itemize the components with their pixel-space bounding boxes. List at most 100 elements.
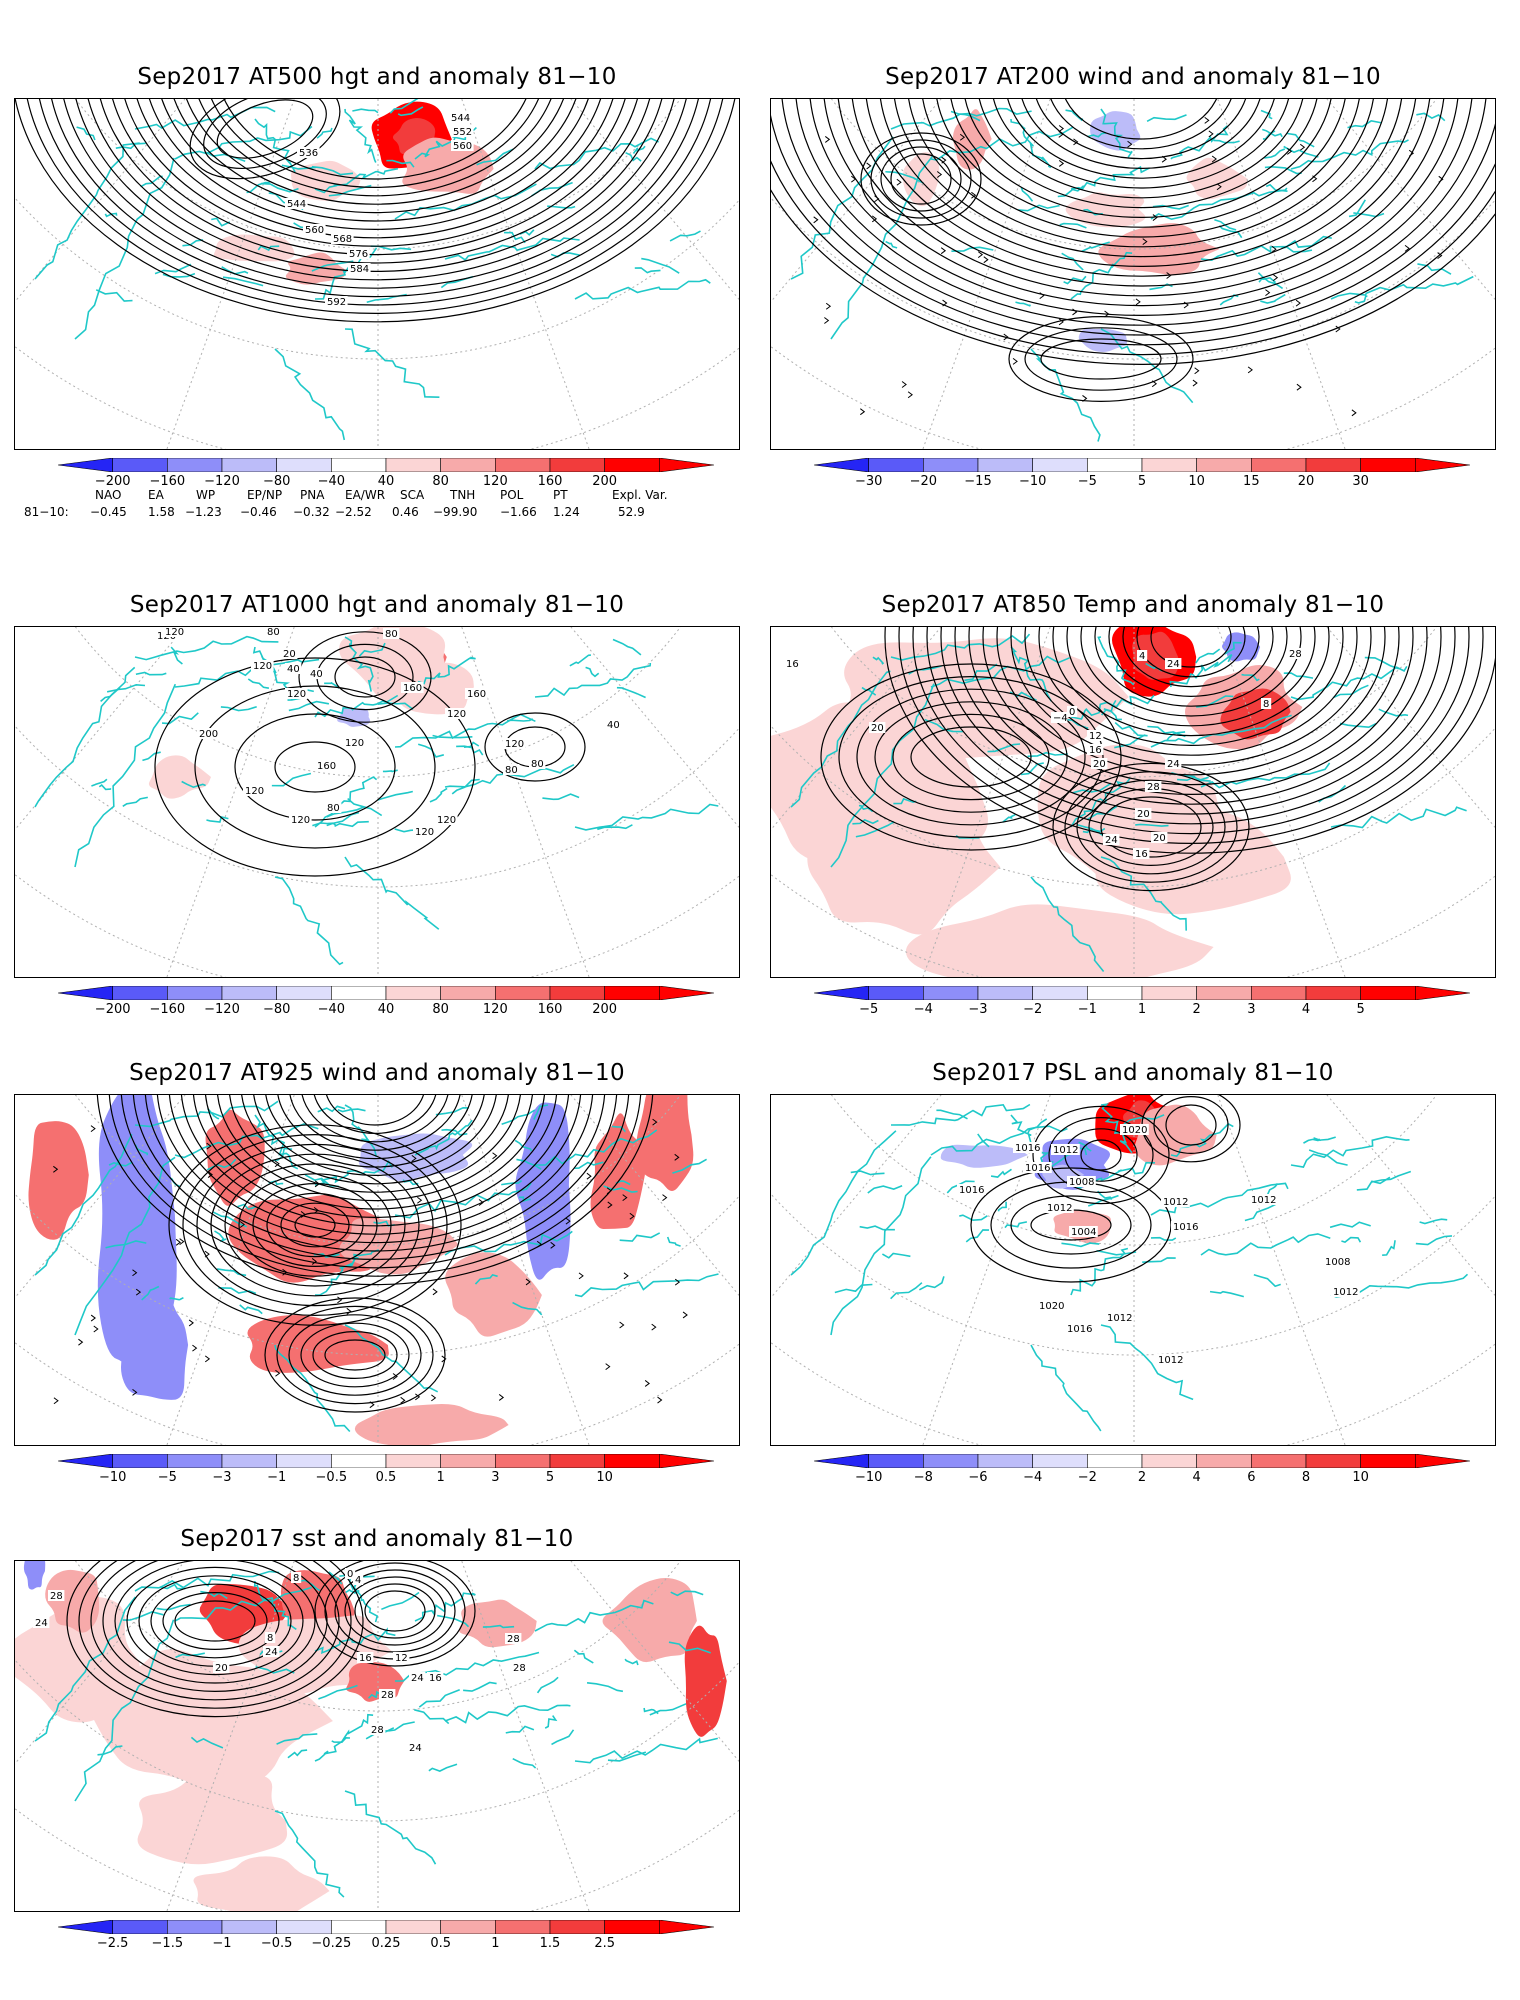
- colorbar-swatch: [1251, 458, 1307, 472]
- coastline-segment: [1146, 114, 1187, 123]
- contour-lines: [771, 99, 1495, 417]
- coastline-segment: [1135, 823, 1169, 827]
- coastline-segment: [74, 1156, 176, 1336]
- panel-title: Sep2017 AT200 wind and anomaly 81−10: [885, 64, 1381, 90]
- contour-label-bg: [465, 688, 488, 699]
- contour-label: −4: [1053, 713, 1068, 724]
- contour-label-bg: [285, 663, 302, 674]
- coastline-segment: [122, 796, 148, 807]
- contour-line: [189, 99, 341, 180]
- coastline-segment: [881, 1252, 911, 1259]
- teleconnection-value: −99.90: [433, 505, 478, 519]
- contour-line: [144, 1095, 606, 1252]
- coastline-segment: [1209, 1290, 1245, 1298]
- contour-label: 80: [505, 765, 518, 776]
- map-canvas: 544 552 560 536 544 560 568 576 584 592: [15, 99, 739, 449]
- contour-line: [771, 99, 1495, 346]
- colorbar-tick-label: 2: [1137, 1470, 1147, 1485]
- colorbar-tick-label: −120: [204, 1002, 240, 1017]
- coastline-segment: [1290, 665, 1408, 701]
- coastlines: [34, 99, 711, 441]
- coastline-segment: [205, 151, 246, 162]
- colorbar-tick-label: 4: [1301, 1002, 1311, 1017]
- coastline-segment: [174, 125, 313, 160]
- colorbar-tick-label: −1: [212, 1936, 232, 1951]
- coastline-segment: [175, 1652, 205, 1659]
- contour-line: [90, 1561, 340, 1701]
- coastline-segment: [872, 656, 885, 665]
- flow-arrow: [674, 1278, 681, 1286]
- colorbar-swatches: [814, 1454, 1470, 1468]
- colorbar: −10 −5 −3 −1 −0.5 0.5 1 3 5 10: [58, 1454, 714, 1490]
- coastline-segment: [211, 217, 231, 227]
- contour-label: 1008: [1069, 1177, 1094, 1188]
- colorbar-swatch: [58, 986, 113, 1000]
- coastline-segment: [444, 1704, 571, 1724]
- flow-arrow: [132, 1388, 138, 1396]
- coastline-segment: [616, 686, 646, 699]
- coastline-segment: [1415, 1235, 1453, 1246]
- coastline-segment: [855, 821, 895, 838]
- contour-line: [78, 1561, 352, 1709]
- colorbar-tick-label: −1: [267, 1470, 287, 1485]
- meridian-line: [377, 99, 625, 449]
- flow-arrow: [392, 1373, 398, 1380]
- coastline-segment: [1262, 128, 1283, 138]
- coastline-segment: [852, 818, 879, 825]
- flow-arrow: [662, 1194, 668, 1202]
- contour-line: [1122, 627, 1260, 688]
- contour-label: 568: [333, 234, 352, 245]
- contour-label: 16: [359, 1653, 372, 1664]
- coastline-segment: [170, 646, 183, 665]
- colorbar-swatch: [1251, 1454, 1307, 1468]
- contour-line: [240, 1095, 510, 1185]
- coastline-segment: [959, 1214, 988, 1222]
- coastline-segment: [930, 1125, 1068, 1156]
- contour-line: [180, 1095, 570, 1227]
- flow-arrow: [607, 1201, 613, 1209]
- contour-line: [70, 99, 680, 281]
- contour-label-bg: [289, 814, 312, 825]
- coastline-segment: [1281, 246, 1313, 253]
- coastline-segment: [154, 263, 192, 275]
- contour-line: [1018, 99, 1264, 170]
- colorbar-swatch: [385, 1920, 441, 1934]
- contour-label: 1020: [1122, 1125, 1147, 1136]
- contour-label: 1016: [1173, 1222, 1198, 1233]
- flow-arrow: [977, 251, 984, 259]
- colorbar-swatch: [549, 986, 605, 1000]
- flow-arrow: [417, 1196, 423, 1204]
- contour-line: [34, 99, 716, 306]
- anomaly-region: [45, 1569, 100, 1633]
- flow-arrow: [411, 1154, 417, 1162]
- colorbar-tick-label: −160: [149, 1002, 186, 1017]
- contour-label-bg: [1165, 758, 1182, 769]
- flow-arrow: [1247, 366, 1253, 374]
- colorbar-tick-label: 3: [491, 1470, 500, 1485]
- coastline-segment: [1382, 1240, 1396, 1256]
- flow-arrow: [1151, 380, 1158, 388]
- colorbar-swatch: [112, 1454, 168, 1468]
- contour-line: [314, 1561, 476, 1667]
- meridian-line: [1133, 1095, 1495, 1417]
- coastline-segment: [830, 1156, 932, 1336]
- contour-line: [22, 99, 728, 314]
- flow-arrow: [1216, 183, 1222, 191]
- contour-line: [1052, 762, 1250, 892]
- coastline-segment: [1347, 120, 1382, 129]
- coastline-segment: [122, 1611, 164, 1621]
- contour-line: [162, 1592, 268, 1650]
- coastline-segment: [106, 683, 146, 693]
- contour-label: 120: [505, 739, 524, 750]
- contour-line: [934, 99, 1348, 228]
- colorbar-tick-label: 15: [1243, 474, 1260, 489]
- flow-arrow: [525, 1278, 531, 1286]
- coastline-segment: [1348, 199, 1366, 218]
- coastline-segment: [858, 804, 873, 813]
- contour-line: [364, 1590, 426, 1632]
- contour-line: [771, 99, 1495, 356]
- contour-label: 40: [310, 669, 323, 680]
- coastline-segment: [174, 1586, 312, 1622]
- meridian-line: [377, 627, 625, 977]
- contour-label-bg: [401, 682, 424, 693]
